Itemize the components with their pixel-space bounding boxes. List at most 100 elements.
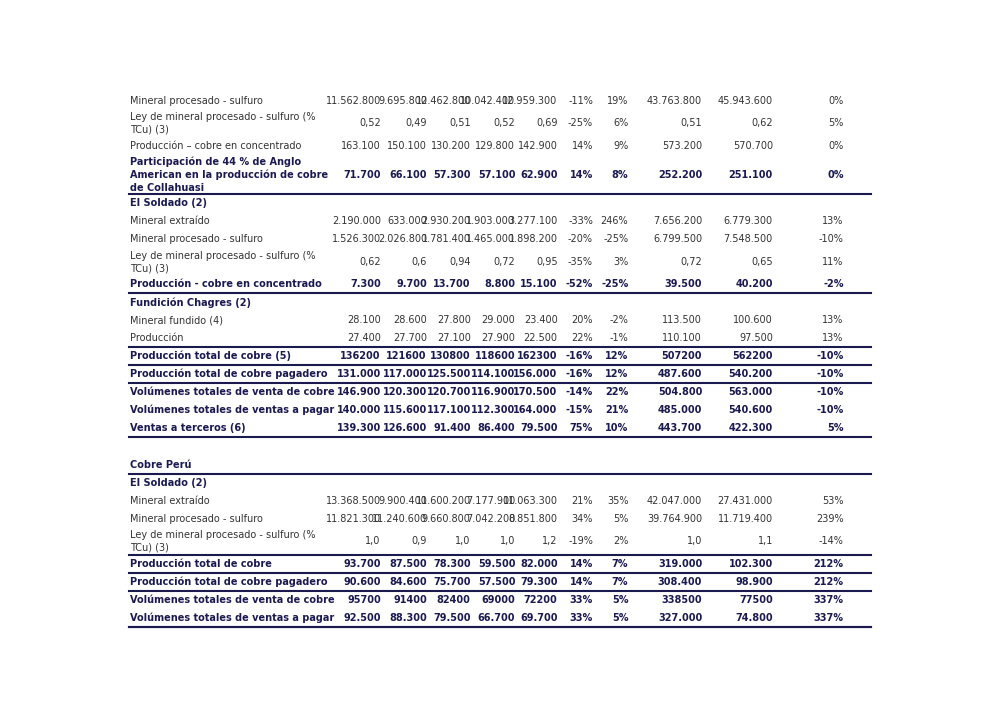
Text: 8.800: 8.800	[484, 279, 515, 289]
Text: -52%: -52%	[565, 279, 593, 289]
Text: 117.100: 117.100	[427, 405, 471, 415]
Text: 1.781.400: 1.781.400	[422, 234, 471, 244]
Text: 5%: 5%	[613, 514, 628, 524]
Text: El Soldado (2): El Soldado (2)	[130, 478, 207, 488]
Text: Cobre Perú: Cobre Perú	[130, 460, 191, 470]
Text: 1,0: 1,0	[365, 536, 381, 546]
Text: 2.026.800: 2.026.800	[378, 234, 427, 244]
Text: 15.100: 15.100	[520, 279, 558, 289]
Text: Volúmenes totales de ventas a pagar: Volúmenes totales de ventas a pagar	[130, 613, 334, 623]
Text: -25%: -25%	[567, 118, 593, 128]
Text: 570.700: 570.700	[733, 140, 773, 151]
Text: 27.700: 27.700	[393, 333, 427, 343]
Text: -19%: -19%	[568, 536, 593, 546]
Text: 9.700: 9.700	[396, 279, 427, 289]
Text: -1%: -1%	[609, 333, 628, 343]
Text: 0%: 0%	[828, 140, 843, 151]
Text: 11%: 11%	[822, 257, 843, 267]
Text: 1,1: 1,1	[758, 536, 773, 546]
Text: 146.900: 146.900	[336, 387, 381, 397]
Text: 35%: 35%	[607, 496, 628, 506]
Text: -2%: -2%	[823, 279, 843, 289]
Text: 12%: 12%	[605, 351, 628, 361]
Text: 142.900: 142.900	[518, 140, 558, 151]
Text: 0,49: 0,49	[406, 118, 427, 128]
Text: 162300: 162300	[517, 351, 558, 361]
Text: 120.700: 120.700	[427, 387, 471, 397]
Text: 98.900: 98.900	[735, 577, 773, 587]
Text: 212%: 212%	[813, 559, 843, 569]
Text: 129.800: 129.800	[475, 140, 515, 151]
Text: 82.000: 82.000	[520, 559, 558, 569]
Text: 22.500: 22.500	[524, 333, 558, 343]
Text: 308.400: 308.400	[658, 577, 702, 587]
Text: 0,6: 0,6	[412, 257, 427, 267]
Text: -2%: -2%	[609, 316, 628, 325]
Text: 10.042.400: 10.042.400	[460, 96, 515, 106]
Text: 319.000: 319.000	[658, 559, 702, 569]
Text: 14%: 14%	[571, 140, 593, 151]
Text: 13%: 13%	[822, 216, 843, 226]
Text: 10%: 10%	[605, 423, 628, 433]
Text: 82400: 82400	[436, 595, 471, 605]
Text: -14%: -14%	[565, 387, 593, 397]
Text: Mineral extraído: Mineral extraído	[130, 496, 209, 506]
Text: 0,69: 0,69	[536, 118, 558, 128]
Text: 9.695.800: 9.695.800	[378, 96, 427, 106]
Text: 87.500: 87.500	[389, 559, 427, 569]
Text: 75.700: 75.700	[434, 577, 471, 587]
Text: 504.800: 504.800	[658, 387, 702, 397]
Text: 239%: 239%	[816, 514, 843, 524]
Text: 93.700: 93.700	[343, 559, 381, 569]
Text: Ley de mineral procesado - sulfuro (%
TCu) (3): Ley de mineral procesado - sulfuro (% TC…	[130, 250, 315, 273]
Text: Producción total de cobre (5): Producción total de cobre (5)	[130, 351, 291, 362]
Text: 90.600: 90.600	[343, 577, 381, 587]
Text: 12.959.300: 12.959.300	[502, 96, 558, 106]
Text: -35%: -35%	[568, 257, 593, 267]
Text: -16%: -16%	[565, 369, 593, 379]
Text: 110.100: 110.100	[663, 333, 702, 343]
Text: 136200: 136200	[340, 351, 381, 361]
Text: 251.100: 251.100	[728, 169, 773, 179]
Text: 212%: 212%	[813, 577, 843, 587]
Text: 1,0: 1,0	[500, 536, 515, 546]
Text: Mineral procesado - sulfuro: Mineral procesado - sulfuro	[130, 96, 263, 106]
Text: 9.660.800: 9.660.800	[422, 514, 471, 524]
Text: 5%: 5%	[827, 423, 843, 433]
Text: 6.799.500: 6.799.500	[653, 234, 702, 244]
Text: 91400: 91400	[393, 595, 427, 605]
Text: 62.900: 62.900	[520, 169, 558, 179]
Text: 14%: 14%	[569, 169, 593, 179]
Text: 11.719.400: 11.719.400	[718, 514, 773, 524]
Text: 7.548.500: 7.548.500	[723, 234, 773, 244]
Text: 3.277.100: 3.277.100	[508, 216, 558, 226]
Text: 337%: 337%	[813, 613, 843, 623]
Text: 0,72: 0,72	[681, 257, 702, 267]
Text: 59.500: 59.500	[478, 559, 515, 569]
Text: 540.600: 540.600	[728, 405, 773, 415]
Text: 130800: 130800	[431, 351, 471, 361]
Text: 422.300: 422.300	[728, 423, 773, 433]
Text: 69.700: 69.700	[520, 613, 558, 623]
Text: 7.656.200: 7.656.200	[653, 216, 702, 226]
Text: 14%: 14%	[569, 577, 593, 587]
Text: 1.526.300: 1.526.300	[331, 234, 381, 244]
Text: 7%: 7%	[612, 559, 628, 569]
Text: 117.000: 117.000	[383, 369, 427, 379]
Text: Producción: Producción	[130, 333, 184, 343]
Text: 69000: 69000	[481, 595, 515, 605]
Text: -11%: -11%	[568, 96, 593, 106]
Text: -20%: -20%	[568, 234, 593, 244]
Text: 140.000: 140.000	[336, 405, 381, 415]
Text: Participación de 44 % de Anglo
American en la producción de cobre
de Collahuasi: Participación de 44 % de Anglo American …	[130, 157, 328, 193]
Text: 77500: 77500	[739, 595, 773, 605]
Text: 0,95: 0,95	[536, 257, 558, 267]
Text: 53%: 53%	[822, 496, 843, 506]
Text: 0,94: 0,94	[449, 257, 471, 267]
Text: 338500: 338500	[662, 595, 702, 605]
Text: 163.100: 163.100	[341, 140, 381, 151]
Text: 156.000: 156.000	[513, 369, 558, 379]
Text: 75%: 75%	[569, 423, 593, 433]
Text: 78.300: 78.300	[434, 559, 471, 569]
Text: 22%: 22%	[605, 387, 628, 397]
